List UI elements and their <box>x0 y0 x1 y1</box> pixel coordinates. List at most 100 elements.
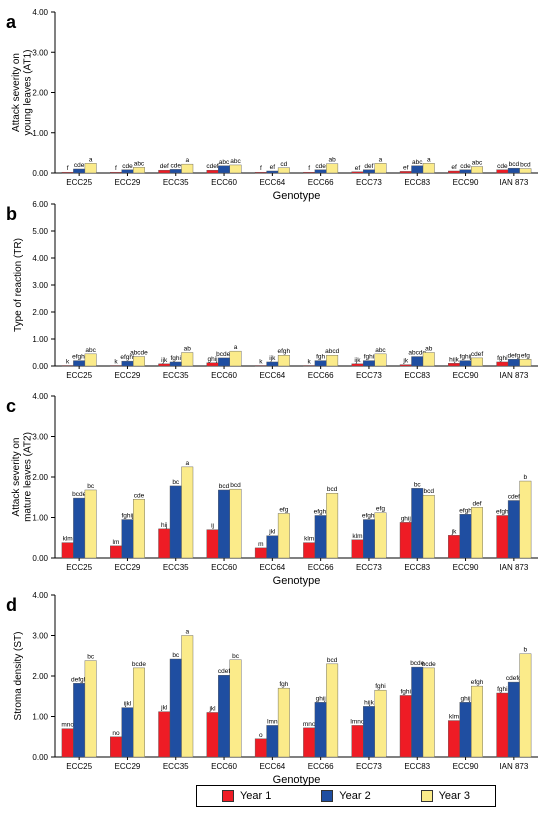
bar-letter-label: ijk <box>161 357 168 364</box>
legend-label-year3: Year 3 <box>438 790 471 802</box>
bar-year1 <box>61 365 74 367</box>
bar-year2 <box>507 681 520 758</box>
bar-year1 <box>254 171 267 174</box>
bar-year1 <box>351 363 364 367</box>
legend-label-year1: Year 1 <box>239 790 272 802</box>
x-tick-label: ECC73 <box>356 371 382 380</box>
bar-year1 <box>351 725 364 758</box>
bar-year2 <box>169 361 182 367</box>
bar-year3 <box>374 512 387 559</box>
y-tick-label: 4.00 <box>32 591 48 600</box>
x-tick-label: ECC83 <box>404 178 430 187</box>
bar-letter-label: hij <box>161 522 168 529</box>
bar-letter-label: lmno <box>350 718 364 725</box>
x-tick-label: ECC29 <box>115 178 141 187</box>
bar-letter-label: fghij <box>460 354 472 361</box>
bar-letter-label: bc <box>414 481 422 488</box>
bar-letter-label: cdef <box>218 668 230 675</box>
bar-letter-label: ghij <box>207 356 217 363</box>
bar-letter-label: klm <box>304 536 314 543</box>
bar-letter-label: klm <box>63 536 73 543</box>
x-tick-label: ECC25 <box>66 762 92 771</box>
bar-letter-label: fghi <box>401 688 411 695</box>
bar-year3 <box>374 689 387 758</box>
x-tick-label: IAN 873 <box>499 563 528 572</box>
y-tick-label: 2.00 <box>32 473 48 482</box>
y-tick-label: 2.00 <box>32 308 48 317</box>
bar-letter-label: bcdef <box>216 351 232 358</box>
bar-year2 <box>169 485 182 559</box>
bar-year3 <box>471 507 483 559</box>
bar-year1 <box>109 365 122 367</box>
bar-year1 <box>303 365 316 367</box>
bar-year1 <box>399 364 412 367</box>
bar-year2 <box>218 489 231 559</box>
bar-year1 <box>61 728 74 758</box>
bar-year1 <box>448 535 460 559</box>
y-tick-label: 2.00 <box>32 672 48 681</box>
bar-letter-label: bcde <box>132 661 146 668</box>
bar-year2 <box>121 169 134 174</box>
bar-year3 <box>471 166 483 174</box>
bar-year2 <box>73 360 86 367</box>
bar-letter-label: def <box>473 500 482 507</box>
bar-year3 <box>84 163 97 174</box>
bar-year2 <box>218 357 231 367</box>
bar-year1 <box>158 711 171 758</box>
legend-swatch-year2 <box>321 790 334 802</box>
bar-year2 <box>411 488 424 559</box>
x-tick-label: ECC66 <box>308 178 334 187</box>
y-axis-label: Attack severity onmature leaves (AT2) <box>11 432 34 522</box>
panel-letter-a: a <box>6 12 17 32</box>
y-tick-label: 1.00 <box>32 713 48 722</box>
bar-letter-label: bc <box>87 654 95 661</box>
y-tick-label: 1.00 <box>32 514 48 523</box>
bar-letter-label: f <box>260 165 262 172</box>
legend-item-year3: Year 3 <box>420 790 471 802</box>
x-tick-label: ECC29 <box>115 762 141 771</box>
x-tick-label: ECC66 <box>308 371 334 380</box>
bar-year2 <box>73 497 86 559</box>
bar-year2 <box>459 169 472 174</box>
bar-year2 <box>507 359 520 367</box>
bar-letter-label: cde <box>497 163 508 170</box>
bar-letter-label: k <box>114 358 118 365</box>
x-tick-label: ECC83 <box>404 371 430 380</box>
bar-year1 <box>351 171 364 174</box>
x-tick-label: ECC60 <box>211 563 237 572</box>
bar-letter-label: abc <box>230 158 241 165</box>
y-axis-label-line: Attack severity on <box>11 438 22 517</box>
bar-year2 <box>121 519 134 559</box>
bar-year3 <box>132 667 145 758</box>
bar-year1 <box>399 171 412 174</box>
bar-year2 <box>411 666 424 758</box>
x-tick-label: ECC73 <box>356 178 382 187</box>
bar-letter-label: efg <box>376 506 385 513</box>
bar-year3 <box>181 352 194 367</box>
bar-year2 <box>363 169 375 174</box>
x-tick-label: ECC60 <box>211 762 237 771</box>
bar-year2 <box>459 702 472 758</box>
legend-item-year2: Year 2 <box>321 790 371 802</box>
bar-year3 <box>374 163 387 174</box>
bar-letter-label: abc <box>85 347 96 354</box>
y-tick-label: 6.00 <box>32 200 48 209</box>
bar-letter-label: def <box>160 163 169 170</box>
x-tick-label: IAN 873 <box>499 178 528 187</box>
bar-letter-label: abc <box>375 347 386 354</box>
bar-letter-label: bc <box>232 653 240 660</box>
bar-letter-label: cdefg <box>506 675 522 682</box>
bar-year3 <box>229 659 242 758</box>
bar-year1 <box>351 539 364 559</box>
bar-year1 <box>496 692 509 758</box>
panel-letter-d: d <box>6 595 17 615</box>
bar-letter-label: f <box>67 165 69 172</box>
bar-year1 <box>448 720 460 758</box>
bar-letter-label: efgh <box>278 348 291 355</box>
bar-letter-label: b <box>524 647 528 654</box>
chart-legend: Year 1 Year 2 Year 3 <box>196 785 496 807</box>
x-tick-label: ECC25 <box>66 563 92 572</box>
bar-letter-label: a <box>427 156 431 163</box>
bar-letter-label: ef <box>355 165 361 172</box>
bar-letter-label: efghi <box>362 513 376 520</box>
